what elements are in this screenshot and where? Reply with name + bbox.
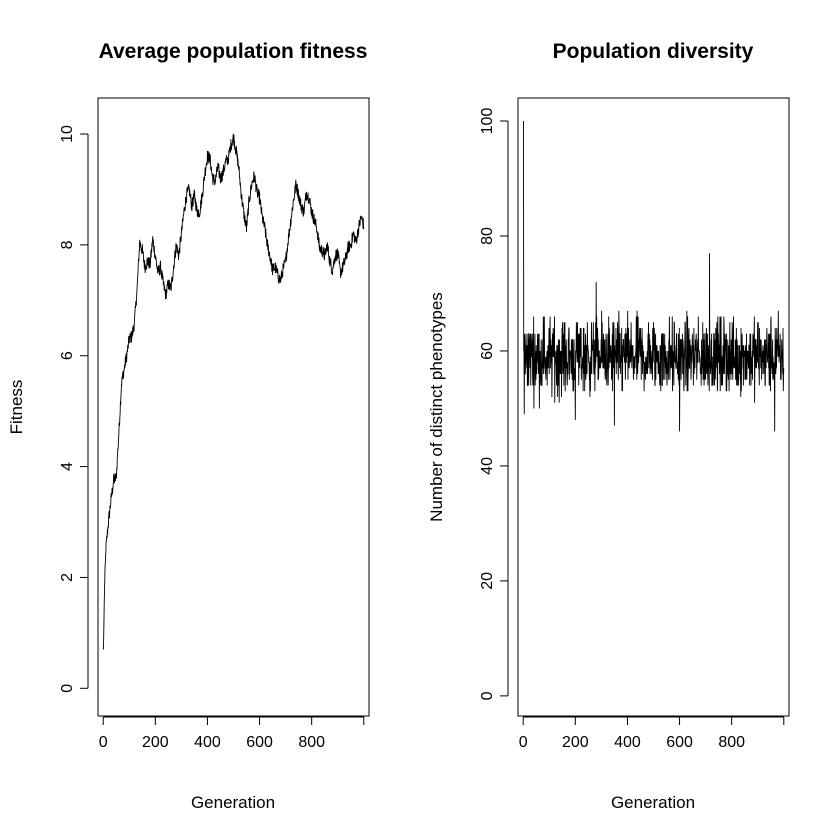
y-tick-label: 20 (479, 572, 496, 590)
diversity-y-axis-label: Number of distinct phenotypes (427, 292, 446, 522)
series-line (523, 120, 785, 432)
fitness-x-axis: 0 200 400 600 800 (99, 716, 365, 751)
fitness-panel: Average population fitness 0 200 400 600 800… (7, 40, 370, 812)
diversity-chart-title: Population diversity (553, 40, 754, 63)
x-tick-label: 600 (666, 734, 693, 751)
y-tick-label: 40 (479, 457, 496, 475)
fitness-y-axis-label: Fitness (7, 380, 26, 435)
y-tick-label: 6 (59, 351, 76, 360)
diversity-y-axis: 0 20 40 60 80 100 (479, 108, 509, 700)
diversity-plot-frame (517, 97, 790, 717)
y-tick-label: 60 (479, 342, 496, 360)
series-line (103, 133, 365, 650)
diversity-x-axis-label: Generation (611, 793, 695, 812)
x-tick-label: 0 (519, 734, 528, 751)
x-tick-label: 0 (99, 734, 108, 751)
y-tick-label: 0 (59, 684, 76, 693)
y-tick-label: 0 (479, 691, 496, 700)
x-tick-label: 400 (614, 734, 641, 751)
diversity-panel: Population diversity 0 200 400 600 800 0 20 40… (427, 40, 790, 812)
y-tick-label: 10 (59, 125, 76, 143)
x-tick-label: 800 (718, 734, 745, 751)
fitness-chart-title: Average population fitness (99, 40, 368, 63)
y-tick-label: 100 (479, 108, 496, 135)
y-tick-label: 4 (59, 462, 76, 471)
x-tick-label: 200 (142, 734, 169, 751)
x-tick-label: 400 (194, 734, 221, 751)
fitness-x-axis-label: Generation (191, 793, 275, 812)
diversity-series (523, 120, 785, 432)
x-tick-label: 800 (298, 734, 325, 751)
fitness-series (103, 133, 365, 650)
y-tick-label: 2 (59, 573, 76, 582)
y-tick-label: 8 (59, 240, 76, 249)
fitness-y-axis: 0 2 4 6 8 10 (59, 125, 89, 693)
x-tick-label: 200 (562, 734, 589, 751)
x-tick-label: 600 (246, 734, 273, 751)
fitness-plot-frame (97, 97, 370, 717)
y-tick-label: 80 (479, 227, 496, 245)
diversity-x-axis: 0 200 400 600 800 (519, 716, 785, 751)
